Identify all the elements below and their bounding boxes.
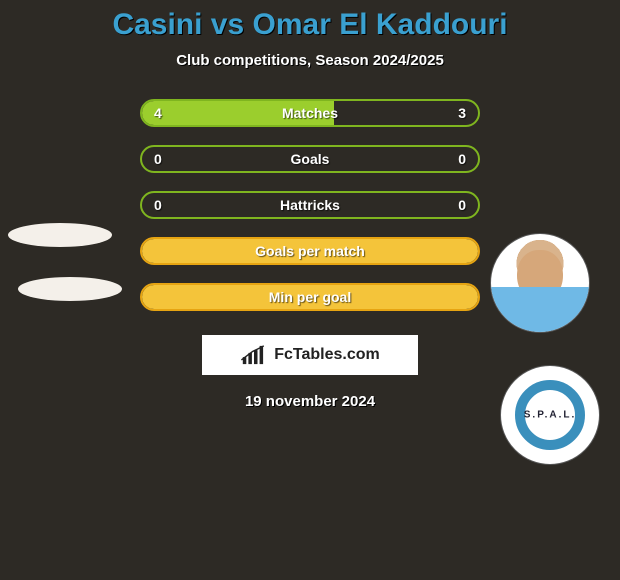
stat-label: Min per goal — [269, 289, 351, 305]
stat-row: Goals per match — [140, 237, 480, 265]
stats-area: S.P.A.L. 4Matches30Goals00Hattricks0Goal… — [0, 99, 620, 311]
stat-bars-column: 4 Matches 3 0 Goals 0 0 Hattricks 0 Goals per mat… — [140, 99, 480, 311]
avatar-face-icon — [517, 250, 563, 302]
subtitle: Club competitions, Season 2024/2025 — [0, 52, 620, 69]
stat-value-right: 0 — [458, 151, 466, 167]
team-right-badge: S.P.A.L. — [500, 365, 600, 465]
stat-label: Matches — [282, 105, 338, 121]
stat-row: Min per goal — [140, 283, 480, 311]
stat-value-left: 0 — [154, 151, 162, 167]
stat-label: Hattricks — [280, 197, 340, 213]
comparison-card: Casini vs Omar El Kaddouri Club competit… — [0, 0, 620, 410]
stat-value-left: 0 — [154, 197, 162, 213]
badge-text: S.P.A.L. — [524, 410, 577, 421]
chart-icon — [240, 344, 268, 366]
brand-box[interactable]: FcTables.com — [202, 335, 418, 375]
stat-value-left: 4 — [154, 105, 162, 121]
player-right-avatar — [490, 233, 590, 333]
page-title: Casini vs Omar El Kaddouri — [0, 8, 620, 42]
stat-label: Goals per match — [255, 243, 365, 259]
team-left-badge — [18, 277, 122, 301]
brand-text: FcTables.com — [274, 346, 380, 364]
player-left-avatar — [8, 223, 112, 247]
stat-row: 0 Hattricks 0 — [140, 191, 480, 219]
stat-row: 4 Matches 3 — [140, 99, 480, 127]
stat-value-right: 0 — [458, 197, 466, 213]
stat-row: 0 Goals 0 — [140, 145, 480, 173]
stat-value-right: 3 — [458, 105, 466, 121]
stat-label: Goals — [291, 151, 330, 167]
